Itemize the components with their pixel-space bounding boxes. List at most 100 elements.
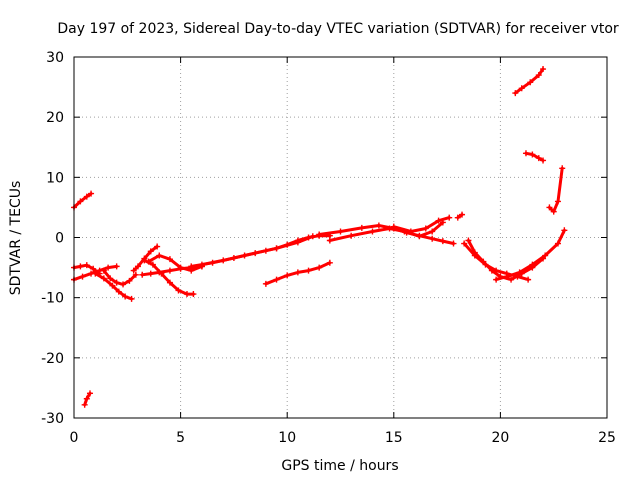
data-point [156,252,163,259]
series-trace [72,192,93,209]
data-point [316,231,323,238]
data-point [113,279,120,286]
data-point [122,293,129,300]
data-point [522,150,529,157]
series-track-15 [326,219,446,244]
data-point [465,237,472,244]
data-point [407,228,414,235]
data-point [348,232,355,239]
data-point [154,243,161,250]
data-point [518,85,525,92]
data-point [81,401,88,408]
data-point [471,249,478,256]
data-point [147,248,154,255]
data-point [83,262,90,269]
series-trace [102,269,138,286]
series-track-21 [512,66,547,97]
series-track-16 [390,214,453,235]
series-track-22 [522,150,547,164]
data-point [183,291,190,298]
data-point [100,275,107,282]
series-track-6 [100,267,139,288]
data-point [83,395,90,402]
data-point [100,267,107,274]
data-point [130,267,137,274]
x-tick-label: 15 [385,430,403,446]
data-point [422,225,429,232]
series-track-5 [92,270,135,302]
data-point [390,223,397,230]
data-point [177,265,184,272]
data-point [128,295,135,302]
data-point [561,227,568,234]
data-point [252,250,259,257]
chart-title: Day 197 of 2023, Sidereal Day-to-day VTE… [57,21,619,37]
data-point [149,261,156,268]
data-point [77,263,84,270]
x-tick-label: 25 [598,430,616,446]
x-tick-label: 10 [278,430,296,446]
data-point [309,233,316,240]
series-track-14 [316,222,457,247]
data-point [446,214,453,221]
data-point [439,238,446,245]
series-track-13 [262,259,333,287]
series-trace [142,258,195,296]
data-point [459,211,466,218]
grid-lines [74,57,607,418]
series-track-8 [141,257,197,298]
data-point [316,264,323,271]
data-point [554,198,561,205]
data-point [488,267,495,274]
data-point [527,79,534,86]
series-trace [524,151,545,162]
x-axis-label: GPS time / hours [281,458,398,474]
data-point [113,263,120,270]
data-point [416,233,423,240]
data-series [71,66,568,408]
data-point [126,277,133,284]
data-point [115,288,122,295]
data-point [134,263,141,270]
data-point [145,258,152,265]
data-point [273,245,280,252]
y-tick-label: 0 [55,231,64,247]
series-trace [547,166,564,214]
data-point [109,282,116,289]
data-point [525,276,532,283]
y-tick-label: -20 [41,351,64,367]
data-point [375,222,382,229]
data-point [529,261,536,268]
data-point [546,204,553,211]
data-point [542,252,549,259]
y-axis-label: SDTVAR / TECUs [8,181,24,296]
data-point [90,265,97,272]
data-point [480,258,487,265]
data-point [508,276,515,283]
data-point [141,257,148,264]
data-point [166,256,173,263]
data-point [273,276,280,283]
data-point [535,72,542,79]
series-trace [328,221,445,242]
data-point [559,165,566,172]
data-point [83,193,90,200]
data-point [86,390,93,397]
data-point [88,190,95,197]
data-point [337,228,344,235]
data-point [105,264,112,271]
data-point [450,240,457,247]
data-point [512,90,519,97]
data-point [535,155,542,162]
data-point [326,259,333,266]
y-tick-label: -30 [41,411,64,427]
data-point [188,263,195,270]
data-point [454,214,461,221]
series-track-2 [81,390,93,408]
data-point [435,217,442,224]
data-point [284,272,291,279]
data-point [147,270,154,277]
data-point [554,240,561,247]
data-point [156,269,163,276]
